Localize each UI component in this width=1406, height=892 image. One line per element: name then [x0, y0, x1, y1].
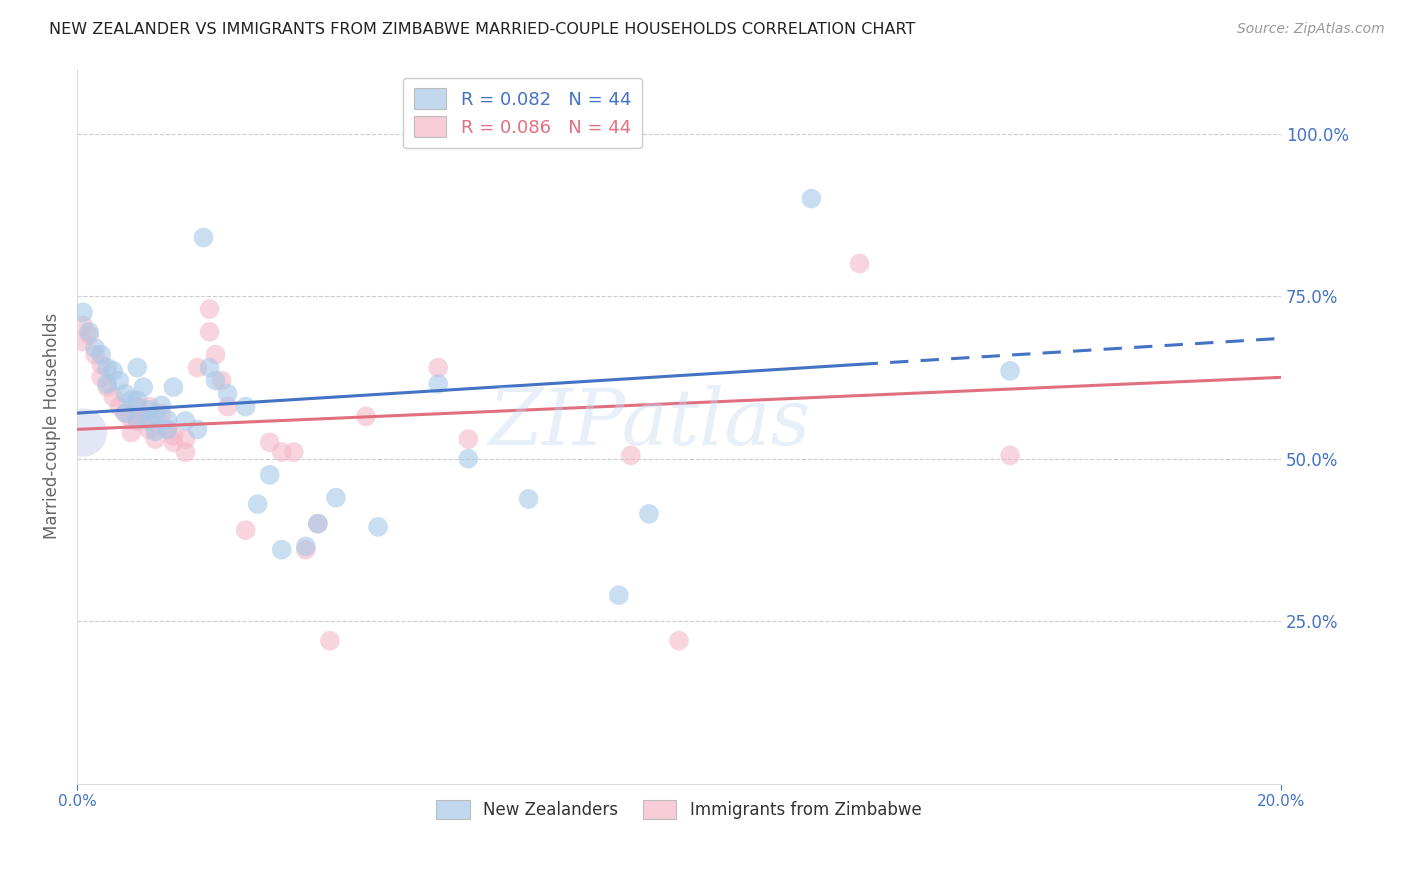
- Point: [143, 432, 166, 446]
- Point: [103, 390, 125, 404]
- Point: [217, 386, 239, 401]
- Point: [270, 445, 292, 459]
- Point: [114, 386, 136, 401]
- Point: [319, 633, 342, 648]
- Point: [235, 523, 257, 537]
- Point: [90, 357, 112, 371]
- Point: [162, 429, 184, 443]
- Point: [120, 412, 142, 426]
- Point: [638, 507, 661, 521]
- Point: [457, 432, 479, 446]
- Point: [103, 364, 125, 378]
- Point: [114, 406, 136, 420]
- Point: [800, 192, 823, 206]
- Point: [108, 374, 131, 388]
- Point: [114, 406, 136, 420]
- Point: [620, 449, 643, 463]
- Point: [138, 414, 160, 428]
- Text: ZIPatlas: ZIPatlas: [488, 384, 810, 461]
- Point: [72, 425, 94, 440]
- Point: [998, 364, 1021, 378]
- Point: [517, 491, 540, 506]
- Point: [427, 360, 450, 375]
- Point: [270, 542, 292, 557]
- Point: [96, 380, 118, 394]
- Point: [198, 325, 221, 339]
- Point: [998, 449, 1021, 463]
- Point: [90, 370, 112, 384]
- Point: [90, 348, 112, 362]
- Point: [156, 412, 179, 426]
- Point: [120, 425, 142, 440]
- Point: [198, 360, 221, 375]
- Point: [132, 409, 155, 424]
- Point: [150, 398, 173, 412]
- Point: [283, 445, 305, 459]
- Point: [217, 400, 239, 414]
- Point: [108, 400, 131, 414]
- Text: NEW ZEALANDER VS IMMIGRANTS FROM ZIMBABWE MARRIED-COUPLE HOUSEHOLDS CORRELATION : NEW ZEALANDER VS IMMIGRANTS FROM ZIMBABW…: [49, 22, 915, 37]
- Point: [668, 633, 690, 648]
- Point: [259, 435, 281, 450]
- Point: [96, 376, 118, 391]
- Point: [295, 542, 318, 557]
- Point: [174, 432, 197, 446]
- Point: [193, 230, 215, 244]
- Point: [186, 422, 208, 436]
- Point: [156, 422, 179, 436]
- Point: [96, 360, 118, 375]
- Point: [354, 409, 377, 424]
- Point: [211, 374, 233, 388]
- Point: [235, 400, 257, 414]
- Point: [127, 393, 149, 408]
- Point: [204, 374, 226, 388]
- Legend: New Zealanders, Immigrants from Zimbabwe: New Zealanders, Immigrants from Zimbabwe: [430, 793, 928, 825]
- Point: [848, 256, 870, 270]
- Point: [72, 334, 94, 349]
- Point: [72, 305, 94, 319]
- Point: [150, 406, 173, 420]
- Point: [72, 318, 94, 333]
- Point: [77, 328, 100, 343]
- Point: [427, 376, 450, 391]
- Point: [307, 516, 329, 531]
- Point: [156, 422, 179, 436]
- Point: [127, 415, 149, 429]
- Point: [132, 380, 155, 394]
- Point: [162, 380, 184, 394]
- Point: [127, 400, 149, 414]
- Point: [325, 491, 347, 505]
- Point: [84, 341, 107, 355]
- Point: [127, 412, 149, 426]
- Point: [77, 325, 100, 339]
- Point: [120, 393, 142, 408]
- Point: [174, 445, 197, 459]
- Point: [295, 540, 318, 554]
- Point: [84, 348, 107, 362]
- Point: [607, 588, 630, 602]
- Point: [204, 348, 226, 362]
- Point: [198, 302, 221, 317]
- Point: [143, 425, 166, 439]
- Point: [138, 422, 160, 436]
- Point: [259, 467, 281, 482]
- Point: [186, 360, 208, 375]
- Point: [143, 408, 166, 422]
- Point: [457, 451, 479, 466]
- Point: [246, 497, 269, 511]
- Text: Source: ZipAtlas.com: Source: ZipAtlas.com: [1237, 22, 1385, 37]
- Point: [307, 516, 329, 531]
- Point: [138, 400, 160, 414]
- Y-axis label: Married-couple Households: Married-couple Households: [44, 313, 60, 540]
- Point: [162, 435, 184, 450]
- Point: [127, 360, 149, 375]
- Point: [367, 520, 389, 534]
- Point: [174, 414, 197, 428]
- Point: [138, 402, 160, 417]
